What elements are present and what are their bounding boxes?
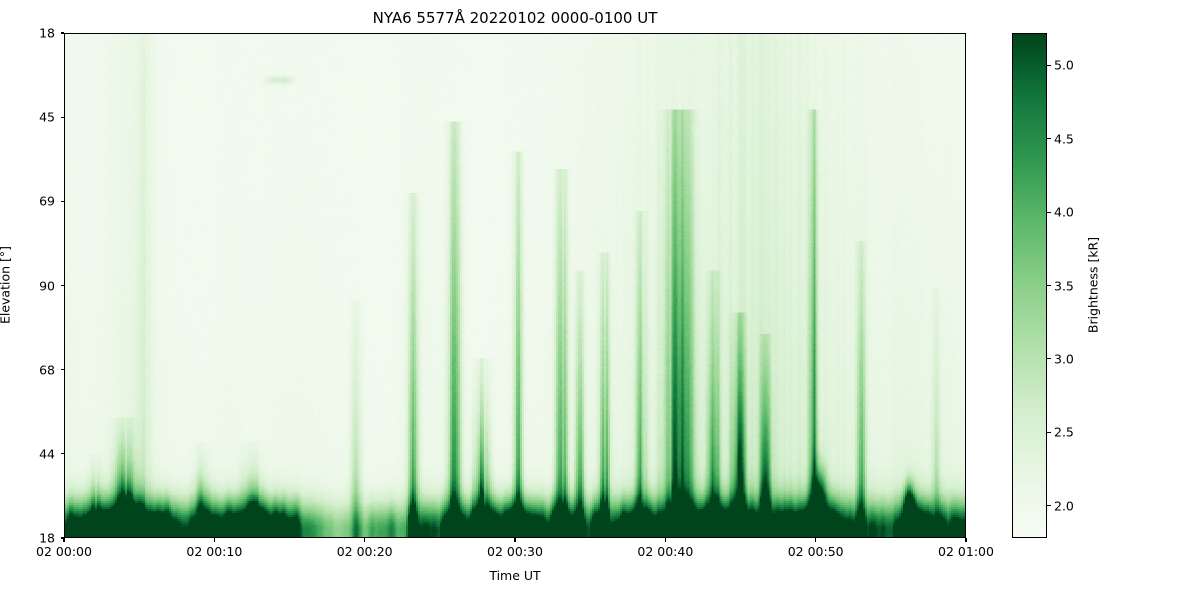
x-tick-label: 02 00:20 bbox=[336, 544, 393, 559]
colorbar-tick-mark bbox=[1047, 284, 1051, 287]
x-tick-label: 02 00:00 bbox=[36, 544, 92, 559]
y-tick-mark bbox=[60, 369, 64, 371]
x-tick-mark bbox=[514, 538, 516, 542]
colorbar-tick-mark bbox=[1047, 138, 1051, 140]
y-axis-label: Elevation [°] bbox=[0, 245, 13, 325]
colorbar-tick-label: 2.0 bbox=[1054, 498, 1074, 514]
y-tick-mark bbox=[60, 32, 64, 34]
colorbar-tick-mark bbox=[1047, 358, 1051, 360]
y-tick-mark bbox=[60, 284, 64, 287]
page-title: NYA6 5577Å 20220102 0000-0100 UT bbox=[372, 9, 658, 27]
y-tick-label: 18 bbox=[39, 25, 55, 41]
colorbar-label: Brightness [kR] bbox=[1085, 236, 1101, 334]
x-tick-mark bbox=[63, 538, 65, 542]
keogram-plot-area bbox=[64, 33, 966, 538]
colorbar-tick-label: 5.0 bbox=[1054, 57, 1074, 73]
y-tick-mark bbox=[60, 116, 64, 118]
colorbar-tick-mark bbox=[1047, 505, 1051, 507]
keogram-image bbox=[65, 34, 965, 537]
x-tick-label: 02 01:00 bbox=[938, 544, 994, 559]
colorbar-tick-label: 4.5 bbox=[1054, 131, 1074, 147]
x-tick-mark bbox=[965, 538, 967, 542]
colorbar-tick-mark bbox=[1047, 431, 1051, 433]
y-tick-label: 69 bbox=[39, 193, 55, 209]
y-tick-mark bbox=[60, 200, 64, 202]
x-tick-label: 02 00:10 bbox=[186, 544, 243, 559]
y-tick-mark bbox=[60, 453, 64, 455]
x-tick-mark bbox=[664, 538, 666, 542]
x-tick-label: 02 00:50 bbox=[787, 544, 844, 559]
y-tick-label: 18 bbox=[39, 530, 55, 546]
x-tick-mark bbox=[213, 538, 215, 542]
x-tick-mark bbox=[364, 538, 366, 542]
colorbar-gradient bbox=[1013, 34, 1046, 537]
x-tick-mark bbox=[815, 538, 817, 542]
colorbar-tick-mark bbox=[1047, 211, 1051, 213]
colorbar bbox=[1012, 33, 1047, 538]
x-axis-label: Time UT bbox=[489, 568, 541, 583]
y-tick-label: 68 bbox=[39, 362, 55, 378]
colorbar-tick-mark bbox=[1047, 64, 1051, 66]
colorbar-tick-label: 4.0 bbox=[1054, 204, 1074, 220]
colorbar-tick-label: 3.0 bbox=[1054, 351, 1074, 367]
y-tick-label: 44 bbox=[39, 446, 55, 462]
y-tick-label: 90 bbox=[39, 278, 55, 293]
colorbar-tick-label: 2.5 bbox=[1054, 424, 1074, 440]
y-tick-label: 45 bbox=[39, 109, 55, 125]
colorbar-tick-label: 3.5 bbox=[1054, 278, 1074, 293]
x-tick-label: 02 00:30 bbox=[487, 544, 543, 559]
x-tick-label: 02 00:40 bbox=[637, 544, 694, 559]
y-tick-mark bbox=[60, 537, 64, 539]
